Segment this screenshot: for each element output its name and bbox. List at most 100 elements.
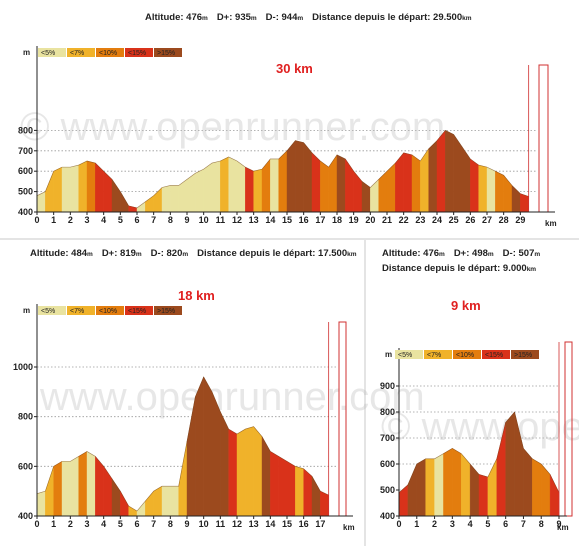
p0-x-unit-label: km — [545, 219, 557, 228]
p1-legend-label: <15% — [128, 308, 146, 315]
p0-profile-segment — [420, 148, 429, 213]
p1-stat-label: Distance depuis le départ: — [197, 248, 318, 259]
p1-x-tick-label: 9 — [184, 519, 189, 529]
p2-legend-swatch — [453, 350, 481, 359]
p2-watermark: © www.openrunner.com — [381, 405, 579, 449]
p2-legend-swatch — [424, 350, 452, 359]
p1-y-tick-label: 600 — [18, 461, 33, 471]
p0-profile-segment — [495, 170, 504, 213]
p1-x-tick-label: 5 — [118, 519, 123, 529]
p1-profile-segment — [53, 461, 63, 517]
profile-panel-30km: Altitude: 476m D+: 935m D-: 944m Distance d… — [0, 0, 579, 238]
p1-x-tick-label: 17 — [315, 519, 325, 529]
p1-profile-segment — [295, 466, 304, 517]
p0-x-tick-label: 3 — [84, 215, 89, 225]
p2-stat-value: 507 — [519, 248, 535, 259]
p0-profile-segment — [253, 168, 263, 213]
p2-stat-unit: m — [439, 251, 445, 258]
p0-x-tick-label: 20 — [365, 215, 375, 225]
p0-stat-value: 29.500 — [433, 12, 462, 23]
p2-legend-swatch — [395, 350, 423, 359]
p0-legend-label: <15% — [128, 50, 146, 57]
p2-stat-label: Altitude: — [382, 248, 423, 259]
p2-profile-segment — [541, 463, 551, 517]
p0-profile-segment — [453, 133, 463, 213]
panel-separator-horizontal — [0, 238, 579, 240]
p0-profile-segment — [470, 158, 479, 213]
p2-stat-label: D-: — [503, 248, 519, 259]
p1-profile-segment — [128, 505, 138, 517]
profile-panel-9km: Altitude: 476m D+: 498m D-: 507m Distance d… — [371, 240, 579, 546]
p0-y-tick-label: 600 — [18, 166, 33, 176]
p1-stat-value: 484 — [71, 248, 88, 259]
p0-profile-segment — [328, 154, 338, 213]
p1-stat-label: Altitude: — [30, 248, 71, 259]
p0-stat-unit: m — [251, 15, 257, 22]
p0-profile-segment — [461, 146, 471, 213]
p1-stat-value: 17.500 — [318, 248, 347, 259]
p1-profile-line — [36, 376, 329, 512]
p2-y-tick-label: 900 — [380, 381, 395, 391]
p0-legend-swatch — [154, 48, 182, 57]
p0-profile-segment — [361, 181, 371, 213]
p0-profile-segment — [320, 160, 329, 213]
p1-profile-segment — [220, 411, 229, 517]
p2-profile-segment — [425, 458, 435, 517]
p2-legend-label: <7% — [427, 352, 441, 359]
p1-x-tick-label: 2 — [68, 519, 73, 529]
p0-profile-segment — [336, 154, 346, 213]
p0-profile-segment — [411, 154, 421, 213]
p0-x-tick-label: 12 — [232, 215, 242, 225]
p1-legend-swatch — [96, 306, 124, 315]
p0-profile-segment — [378, 170, 388, 213]
p0-profile-segment — [445, 130, 454, 213]
p0-profile-segment — [53, 166, 63, 213]
elevation-chart-18km: Altitude: 484m D+: 819m D-: 820m Distance d… — [13, 248, 425, 532]
p0-profile-segment — [103, 170, 113, 213]
p1-x-tick-label: 8 — [168, 519, 173, 529]
p0-profile-segment — [70, 164, 79, 213]
p2-profile-segment — [532, 458, 542, 517]
p2-y-tick-label: 800 — [380, 407, 395, 417]
p0-x-tick-label: 0 — [34, 215, 39, 225]
p0-profile-segment — [278, 150, 288, 213]
p2-profile-segment — [407, 463, 417, 517]
p2-x-tick-label: 5 — [485, 519, 490, 529]
p0-profile-segment — [303, 142, 313, 213]
p2-x-tick-label: 9 — [556, 519, 561, 529]
p0-legend-swatch — [125, 48, 153, 57]
p1-profile-segment — [70, 456, 79, 517]
p0-stat-value: 935 — [235, 12, 252, 23]
p2-profile-segment — [452, 448, 462, 517]
p0-profile-segment — [170, 185, 179, 213]
profile-panel-18km: Altitude: 484m D+: 819m D-: 820m Distance d… — [0, 240, 425, 546]
p0-stat-label: Altitude: — [145, 12, 186, 23]
p0-profile-segment — [195, 168, 204, 213]
p0-y-tick-label: 800 — [18, 125, 33, 135]
p1-y-tick-label: 800 — [18, 412, 33, 422]
p2-legend-swatch — [511, 350, 539, 359]
p0-stat-label: D-: — [266, 12, 282, 23]
p1-profile-segment — [270, 451, 279, 517]
p1-profile-segment — [311, 475, 321, 517]
p0-profile-segment — [61, 166, 71, 213]
p1-stat-unit: m — [87, 251, 93, 258]
p2-profile-segment — [523, 447, 533, 517]
p1-stat-value: 819 — [120, 248, 136, 259]
p0-profile-segment — [36, 191, 46, 213]
p2-profile-segment — [549, 474, 560, 517]
p2-stat-unit: km — [527, 266, 537, 273]
p2-legend-label: <5% — [398, 352, 412, 359]
p0-stat-label: D+: — [217, 12, 235, 23]
p0-stat-value: 476 — [186, 12, 202, 23]
p2-x-tick-label: 0 — [396, 519, 401, 529]
p0-x-tick-label: 17 — [315, 215, 325, 225]
p0-stat-unit: m — [297, 15, 303, 22]
p0-y-tick-label: 400 — [18, 207, 33, 217]
p1-y-tick-label: 1000 — [13, 362, 33, 372]
p0-x-tick-label: 27 — [482, 215, 492, 225]
p0-x-tick-label: 4 — [101, 215, 106, 225]
p0-x-tick-label: 1 — [51, 215, 56, 225]
p0-y-unit-label: m — [23, 48, 30, 57]
